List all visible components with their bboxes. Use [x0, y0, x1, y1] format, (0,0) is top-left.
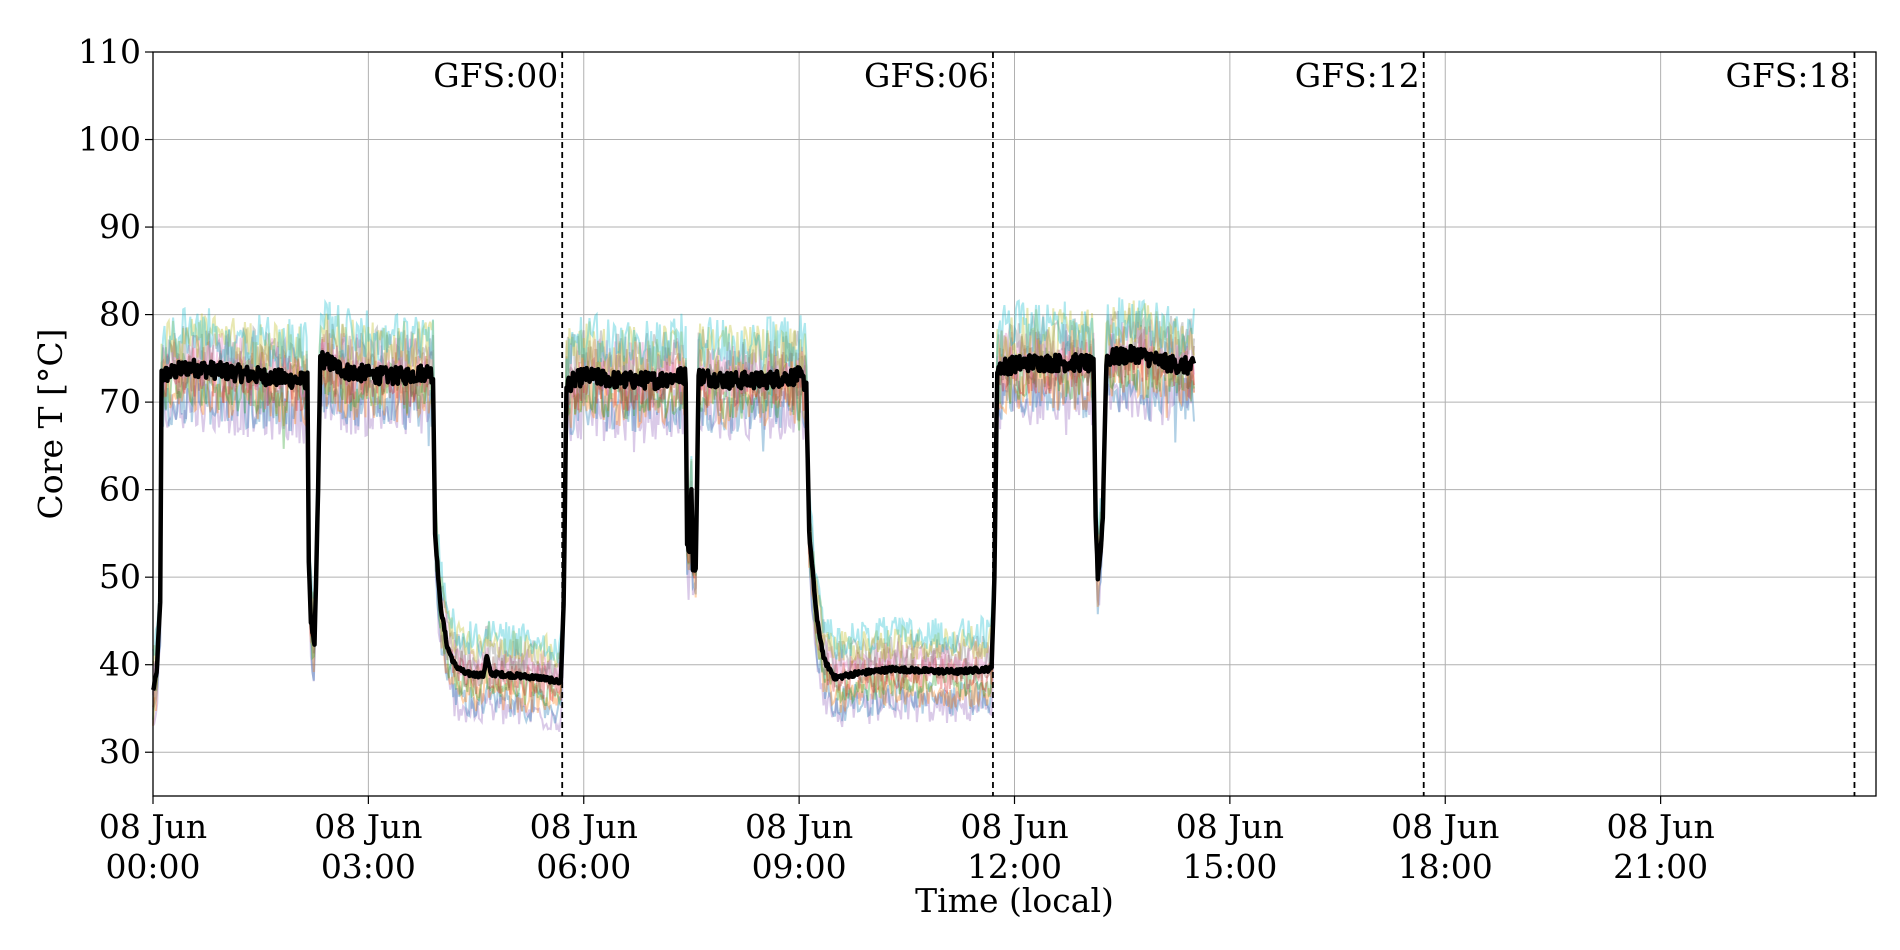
x-axis-title: Time (local)	[915, 881, 1114, 920]
y-axis: 30 40 50 60 70 80 90 100 110	[78, 32, 153, 771]
y-tick-label: 100	[78, 120, 141, 159]
mean-temperature-line	[150, 343, 1197, 692]
grid-lines	[152, 51, 1876, 796]
y-tick-label: 110	[78, 32, 141, 71]
x-tick-date: 08 Jun	[1176, 807, 1284, 846]
gfs-cycle-label: GFS:12	[1295, 56, 1420, 95]
y-tick-label: 50	[99, 557, 141, 596]
y-tick-label: 80	[99, 295, 141, 334]
forecast-cycle-lines: GFS:00 GFS:06 GFS:12 GFS:18	[433, 52, 1856, 796]
x-tick-time: 21:00	[1613, 847, 1708, 886]
sensor-trace	[152, 362, 1195, 733]
x-tick-date: 08 Jun	[99, 807, 207, 846]
x-tick-date: 08 Jun	[314, 807, 422, 846]
y-tick-label: 90	[99, 207, 141, 246]
y-tick-label: 30	[99, 732, 141, 771]
x-tick-time: 03:00	[321, 847, 416, 886]
y-tick-label: 70	[99, 382, 141, 421]
gfs-cycle-label: GFS:18	[1725, 56, 1850, 95]
x-tick-date: 08 Jun	[530, 807, 638, 846]
sensor-trace	[152, 359, 1195, 725]
sensor-trace	[152, 297, 1195, 664]
x-tick-date: 08 Jun	[745, 807, 853, 846]
x-tick-time: 18:00	[1398, 847, 1493, 886]
x-tick-time: 15:00	[1182, 847, 1277, 886]
y-tick-label: 60	[99, 470, 141, 509]
x-tick-date: 08 Jun	[1607, 807, 1715, 846]
x-tick-time: 00:00	[105, 847, 200, 886]
gfs-cycle-label: GFS:06	[864, 56, 989, 95]
mean-trace-group	[150, 343, 1197, 692]
x-tick-time: 12:00	[967, 847, 1062, 886]
x-tick-time: 06:00	[536, 847, 631, 886]
sensor-trace	[152, 349, 1195, 726]
x-tick-date: 08 Jun	[960, 807, 1068, 846]
x-tick-date: 08 Jun	[1391, 807, 1499, 846]
x-tick-time: 09:00	[752, 847, 847, 886]
y-tick-label: 40	[99, 645, 141, 684]
y-axis-title: Core T [°C]	[31, 329, 70, 520]
gfs-cycle-label: GFS:00	[433, 56, 558, 95]
